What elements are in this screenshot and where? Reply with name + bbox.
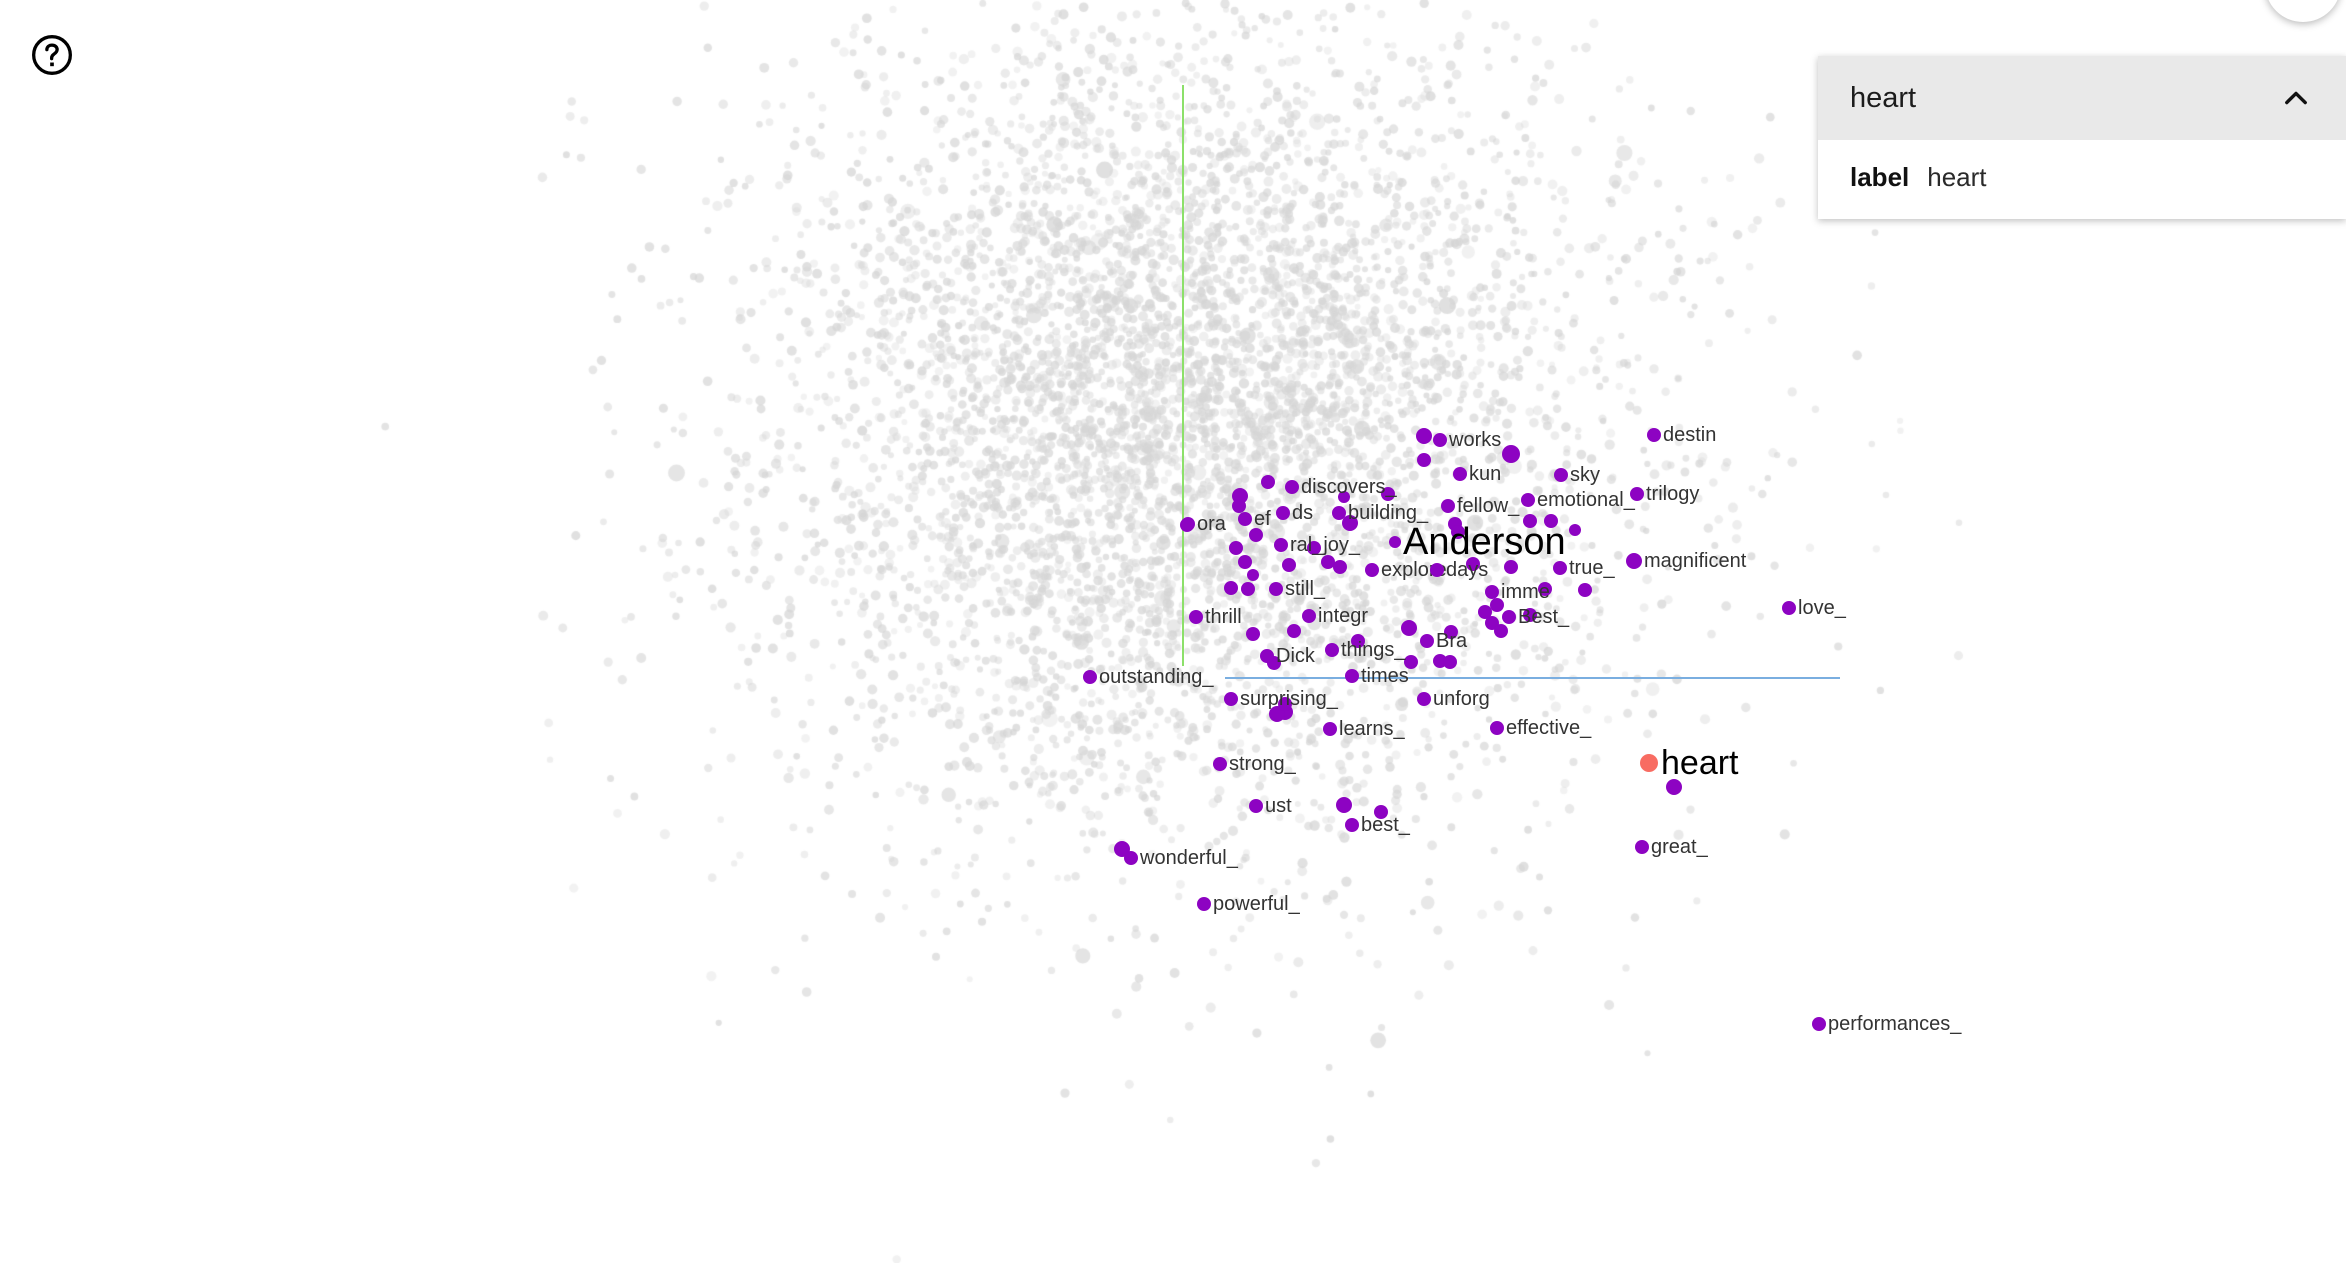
info-row-key: label [1850, 162, 1910, 192]
info-row: label heart [1850, 162, 2314, 193]
selection-info-panel[interactable]: heart label heart [1818, 56, 2346, 219]
info-row-value: heart [1927, 162, 1987, 192]
x-axis-guide-line [1225, 677, 1840, 679]
info-panel-body: label heart [1818, 140, 2346, 219]
home-button[interactable]: H [2265, 0, 2341, 22]
chevron-up-icon[interactable] [2276, 78, 2316, 118]
y-axis-guide-line [1182, 85, 1184, 666]
info-panel-header[interactable]: heart [1818, 56, 2346, 140]
help-icon[interactable] [30, 33, 74, 77]
info-panel-title: heart [1850, 81, 1917, 114]
